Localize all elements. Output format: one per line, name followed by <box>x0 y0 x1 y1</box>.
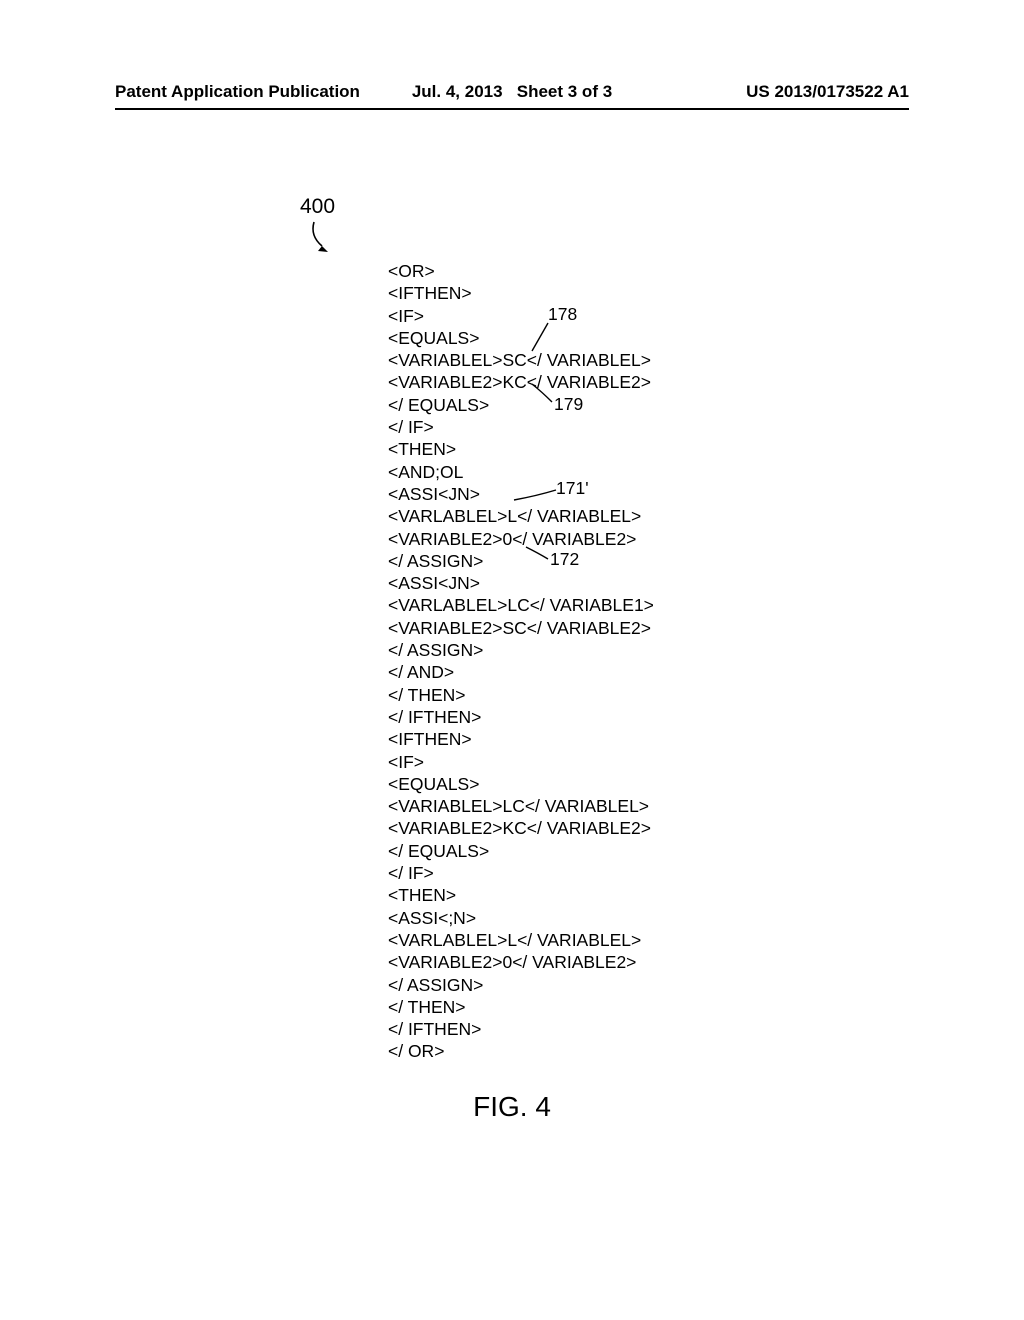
callout-178: 178 <box>548 304 577 325</box>
code-line: <VARIABLEL>LC</ VARIABLEL> <box>388 796 649 816</box>
code-line: <VARIABLE2>KC</ VARIABLE2> <box>388 818 651 838</box>
code-line: <VARIABLEL>SC</ VARIABLEL> <box>388 350 651 370</box>
callout-label: 172 <box>550 549 579 569</box>
code-line: <IFTHEN> <box>388 283 472 303</box>
code-line: </ OR> <box>388 1041 444 1061</box>
code-line: <THEN> <box>388 439 456 459</box>
header-pubnum: US 2013/0173522 A1 <box>746 82 909 102</box>
code-line: </ EQUALS> <box>388 395 489 415</box>
code-line: <EQUALS> <box>388 328 479 348</box>
patent-page: Patent Application Publication Jul. 4, 2… <box>0 0 1024 1320</box>
code-line: <IFTHEN> <box>388 729 472 749</box>
code-line: <VARIABLE2>KC</ VARIABLE2> <box>388 372 651 392</box>
code-line: </ IFTHEN> <box>388 707 481 727</box>
code-line: <ASSI<;N> <box>388 908 476 928</box>
header-date: Jul. 4, 2013 <box>412 82 503 101</box>
code-line: <VARIABLE2>0</ VARIABLE2> <box>388 952 636 972</box>
header-sheet: Sheet 3 of 3 <box>517 82 612 101</box>
code-line: <VARLABLEL>L</ VARIABLEL> <box>388 930 641 950</box>
callout-179: 179 <box>554 394 583 415</box>
code-line: </ IF> <box>388 417 434 437</box>
code-line: </ IF> <box>388 863 434 883</box>
callout-171p: 171' <box>556 478 589 499</box>
code-listing: <OR> <IFTHEN> <IF> <EQUALS> <VARIABLEL>S… <box>388 260 654 1063</box>
code-line: <VARLABLEL>L</ VARIABLEL> <box>388 506 641 526</box>
code-line: <AND;OL <box>388 462 463 482</box>
code-line: </ ASSIGN> <box>388 640 483 660</box>
callout-label: 179 <box>554 394 583 414</box>
code-line: <IF> <box>388 306 424 326</box>
figure-ref-number: 400 <box>300 195 335 219</box>
callout-label: 171' <box>556 478 589 498</box>
code-line: <VARLABLEL>LC</ VARIABLE1> <box>388 595 654 615</box>
code-line: </ THEN> <box>388 997 466 1017</box>
page-header: Patent Application Publication Jul. 4, 2… <box>0 82 1024 102</box>
ref-arrow <box>308 220 348 261</box>
code-line: <IF> <box>388 752 424 772</box>
header-publication: Patent Application Publication <box>115 82 360 102</box>
code-line: </ ASSIGN> <box>388 975 483 995</box>
header-date-sheet: Jul. 4, 2013 Sheet 3 of 3 <box>412 82 612 102</box>
code-line: <VARIABLE2>0</ VARIABLE2> <box>388 529 636 549</box>
figure-caption: FIG. 4 <box>0 1091 1024 1123</box>
callout-172: 172 <box>550 549 579 570</box>
code-line: </ THEN> <box>388 685 466 705</box>
code-line: </ ASSIGN> <box>388 551 483 571</box>
code-line: <VARIABLE2>SC</ VARIABLE2> <box>388 618 651 638</box>
code-line: <THEN> <box>388 885 456 905</box>
header-rule <box>115 108 909 110</box>
code-line: </ AND> <box>388 662 454 682</box>
code-line: <EQUALS> <box>388 774 479 794</box>
code-line: </ EQUALS> <box>388 841 489 861</box>
code-line: </ IFTHEN> <box>388 1019 481 1039</box>
code-line: <OR> <box>388 261 435 281</box>
code-line: <ASSI<JN> <box>388 484 480 504</box>
code-line: <ASSI<JN> <box>388 573 480 593</box>
